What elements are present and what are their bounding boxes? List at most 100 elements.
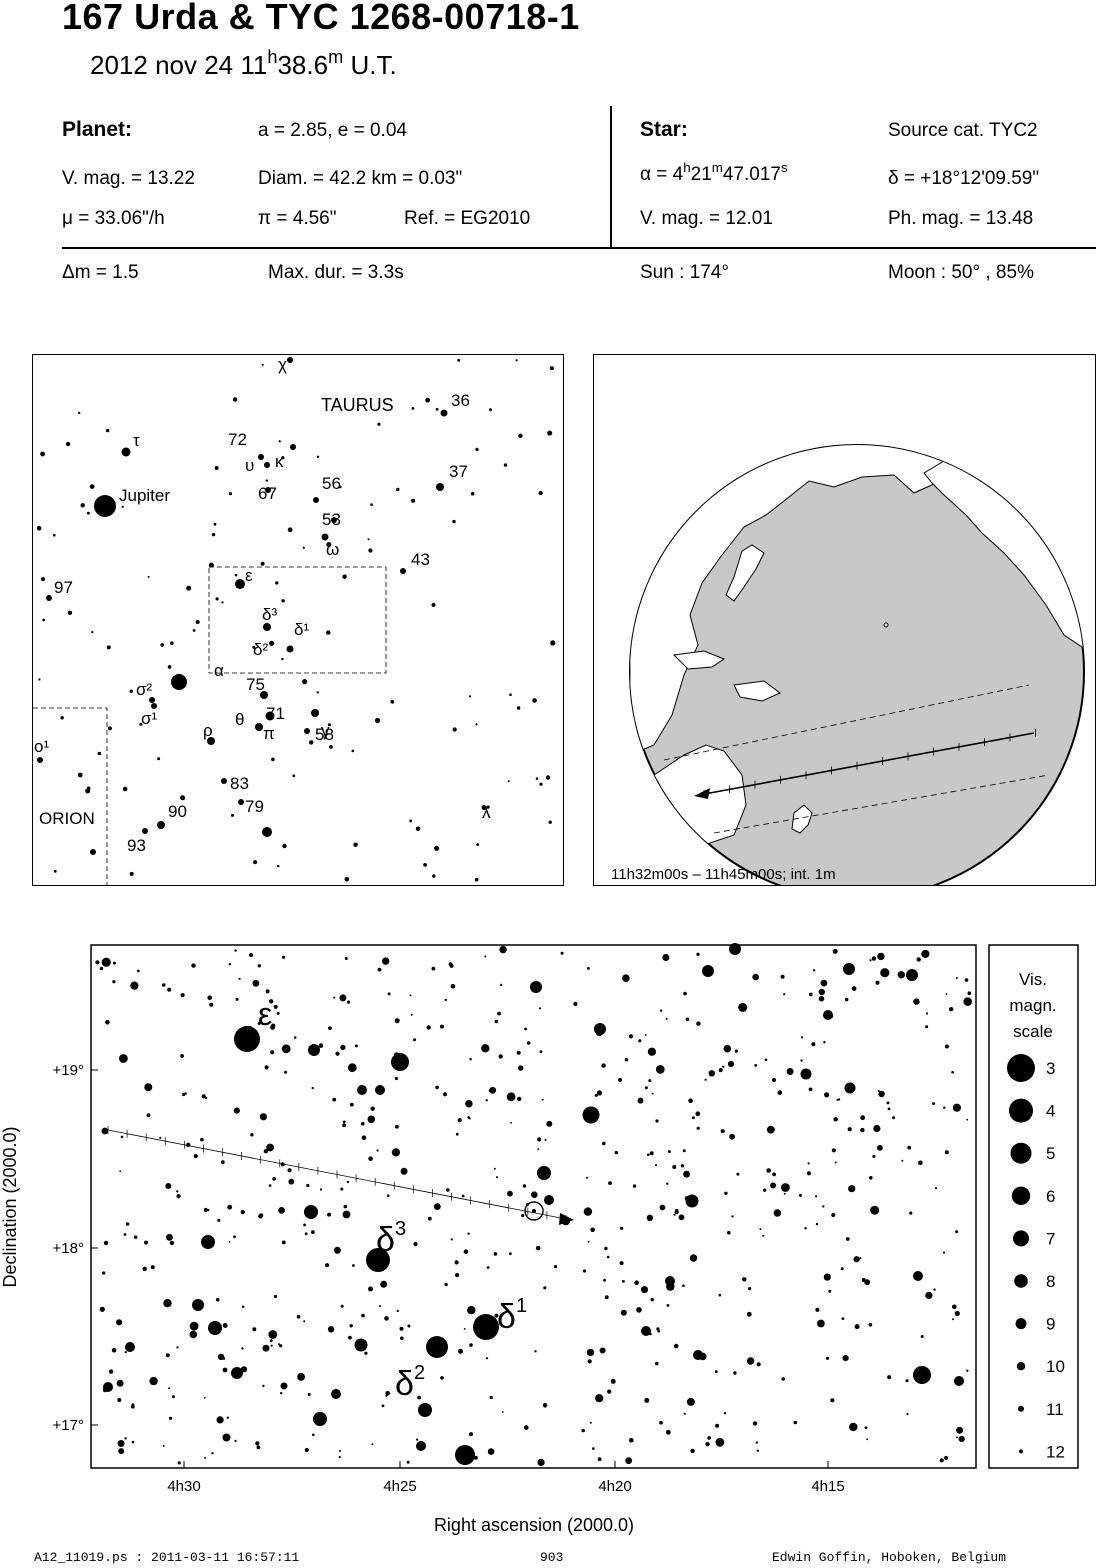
detail-star bbox=[463, 1249, 469, 1254]
finder-star bbox=[157, 821, 165, 829]
detail-star bbox=[150, 1265, 155, 1270]
detail-star bbox=[281, 1044, 291, 1054]
detail-star bbox=[966, 1369, 969, 1372]
detail-star bbox=[620, 1226, 624, 1230]
detail-star bbox=[499, 945, 507, 954]
detail-star bbox=[553, 1265, 558, 1269]
finder-star bbox=[107, 726, 112, 731]
detail-star bbox=[507, 1190, 513, 1197]
detail-star bbox=[184, 1092, 187, 1095]
detail-star bbox=[325, 1263, 330, 1268]
detail-star bbox=[231, 1374, 234, 1377]
globe-svg: 11h32m00s – 11h45m00s; int. 1m bbox=[611, 444, 1085, 885]
detail-star bbox=[913, 1271, 923, 1281]
detail-star bbox=[510, 1121, 512, 1124]
finder-stars bbox=[36, 357, 556, 882]
detail-star bbox=[544, 1195, 554, 1205]
detail-star bbox=[845, 1237, 850, 1241]
detail-star bbox=[622, 974, 630, 982]
detail-star bbox=[723, 1044, 732, 1053]
detail-star bbox=[909, 1211, 913, 1215]
finder-star bbox=[545, 775, 551, 780]
detail-star bbox=[943, 1106, 946, 1109]
detail-star bbox=[939, 1458, 944, 1463]
detail-star bbox=[387, 992, 391, 996]
finder-star bbox=[290, 444, 296, 450]
detail-star bbox=[204, 1457, 207, 1459]
detail-star bbox=[215, 1297, 220, 1302]
detail-star bbox=[192, 1299, 204, 1311]
finder-star bbox=[122, 786, 128, 792]
detail-star bbox=[742, 1277, 747, 1282]
detail-star bbox=[764, 1058, 768, 1062]
finder-star bbox=[396, 487, 400, 492]
detail-star bbox=[657, 1329, 661, 1333]
detail-star bbox=[607, 1390, 610, 1393]
detail-star bbox=[815, 1195, 818, 1198]
finder-label: Jupiter bbox=[119, 486, 170, 505]
finder-star bbox=[539, 782, 543, 786]
detail-star bbox=[695, 1111, 701, 1117]
detail-star bbox=[163, 1299, 172, 1308]
detail-star bbox=[684, 1196, 689, 1201]
detail-star bbox=[786, 1068, 794, 1075]
finder-star bbox=[304, 728, 310, 734]
detail-star bbox=[377, 967, 382, 972]
finder-star bbox=[440, 409, 448, 417]
detail-star bbox=[762, 1234, 765, 1237]
event-datetime: 2012 nov 24 11h38.6m U.T. bbox=[90, 47, 397, 80]
detail-star bbox=[860, 1115, 866, 1121]
finder-star bbox=[80, 503, 85, 508]
finder-star bbox=[90, 849, 96, 855]
detail-star bbox=[357, 1085, 367, 1095]
detail-star bbox=[654, 1164, 658, 1167]
detail-star bbox=[812, 969, 816, 972]
detail-star bbox=[177, 1461, 181, 1465]
detail-star bbox=[458, 1348, 463, 1354]
detail-star bbox=[450, 1238, 453, 1241]
finder-star bbox=[282, 843, 287, 849]
detail-star bbox=[688, 1098, 693, 1103]
detail-star bbox=[811, 1042, 816, 1047]
finder-star bbox=[468, 695, 472, 698]
detail-star bbox=[636, 1307, 642, 1313]
planet-reference: Ref. = EG2010 bbox=[404, 208, 531, 229]
detail-star-field bbox=[95, 943, 972, 1466]
detail-star bbox=[897, 971, 905, 979]
detail-star bbox=[956, 1426, 964, 1434]
finder-star bbox=[316, 455, 320, 458]
detail-star bbox=[159, 1136, 162, 1139]
detail-star bbox=[271, 1023, 276, 1028]
detail-star bbox=[400, 1167, 408, 1175]
finder-star bbox=[228, 492, 232, 496]
detail-star bbox=[226, 1416, 229, 1419]
detail-star bbox=[885, 970, 890, 974]
detail-star bbox=[349, 1324, 353, 1328]
legend-title: scale bbox=[1013, 1022, 1053, 1041]
detail-star bbox=[228, 963, 231, 966]
finder-label: 56 bbox=[322, 474, 341, 493]
detail-star bbox=[400, 1336, 404, 1341]
detail-star bbox=[648, 1079, 652, 1083]
detail-star bbox=[606, 1255, 610, 1259]
detail-star bbox=[866, 1438, 868, 1441]
finder-label: 71 bbox=[266, 704, 285, 723]
detail-star bbox=[342, 1123, 346, 1128]
detail-star bbox=[117, 1440, 125, 1447]
detail-star bbox=[238, 977, 241, 980]
detail-star bbox=[859, 1257, 862, 1260]
detail-star bbox=[287, 1168, 292, 1173]
detail-star bbox=[534, 1350, 537, 1353]
planet-motion: μ = 33.06"/h bbox=[62, 208, 165, 229]
detail-star bbox=[672, 1165, 677, 1169]
detail-star bbox=[618, 1077, 623, 1082]
planet-diameter: Diam. = 42.2 km = 0.03" bbox=[258, 168, 463, 189]
detail-star bbox=[494, 1019, 498, 1024]
x-tick-label: 4h15 bbox=[811, 1478, 844, 1495]
detail-star bbox=[861, 1278, 866, 1282]
detail-star bbox=[531, 1191, 538, 1198]
finder-star bbox=[65, 441, 71, 447]
globe-caption: 11h32m00s – 11h45m00s; int. 1m bbox=[611, 866, 836, 883]
x-tick-label: 4h25 bbox=[383, 1478, 416, 1495]
detail-star bbox=[440, 1376, 444, 1380]
